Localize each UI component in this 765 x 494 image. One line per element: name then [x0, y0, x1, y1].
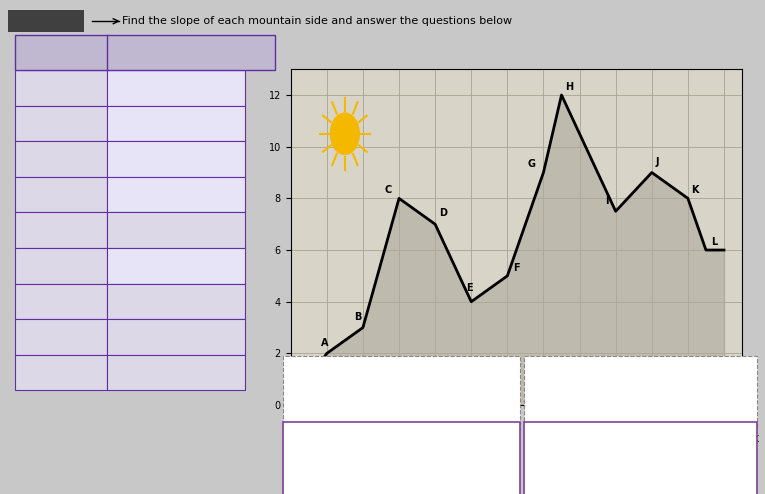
Text: G: G — [57, 296, 66, 306]
Text: 5: 5 — [172, 83, 180, 93]
Text: C: C — [385, 185, 392, 195]
Text: How can you tell side G is
steeper than side F without
looking at the picture?: How can you tell side G is steeper than … — [539, 366, 674, 399]
Text: G: G — [527, 160, 535, 169]
Text: H: H — [565, 82, 573, 92]
X-axis label: x: x — [752, 432, 760, 445]
Text: I: I — [59, 368, 63, 377]
Circle shape — [330, 113, 360, 155]
Text: B: B — [354, 312, 361, 322]
Text: I: I — [605, 196, 608, 206]
Text: A: A — [321, 337, 329, 348]
Text: F: F — [513, 263, 519, 273]
Text: Find the slope of each mountain side and answer the questions below: Find the slope of each mountain side and… — [122, 16, 513, 26]
Text: und: und — [165, 261, 187, 271]
Text: D: D — [57, 190, 66, 200]
Text: Which mountain side has an
undefined slope? How would
you describe that part of : Which mountain side has an undefined slo… — [298, 366, 439, 411]
Text: E: E — [57, 225, 65, 235]
Text: H: H — [57, 332, 66, 342]
Text: B: B — [57, 119, 65, 128]
Text: D: D — [439, 208, 447, 218]
Text: 3: 3 — [172, 119, 180, 128]
Text: K: K — [692, 185, 699, 195]
Text: 1/5: 1/5 — [167, 190, 185, 200]
Text: Slope: Slope — [158, 47, 194, 57]
Text: C: C — [57, 154, 65, 164]
Text: Practice: Practice — [21, 16, 71, 26]
Text: F: F — [57, 261, 65, 271]
Text: A: A — [57, 83, 66, 93]
Text: E: E — [466, 284, 473, 293]
Text: L: L — [711, 237, 718, 247]
Text: 2/3: 2/3 — [167, 154, 185, 164]
Y-axis label: y: y — [265, 49, 272, 62]
Text: J: J — [656, 157, 659, 167]
Text: Side: Side — [47, 47, 75, 57]
